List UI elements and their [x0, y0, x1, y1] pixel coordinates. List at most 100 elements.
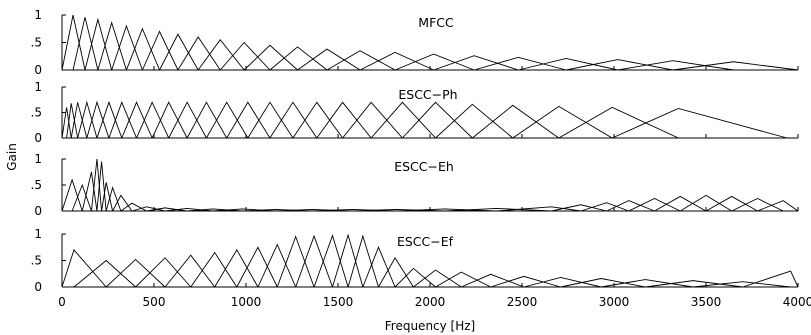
filter-triangle [72, 17, 99, 71]
filter-triangle [433, 55, 519, 71]
filter-triangle [159, 33, 199, 71]
panel-4: 0 .5 1 ESCC−Ef [31, 227, 799, 294]
filter-triangle [276, 235, 315, 288]
filter-triangle [472, 104, 560, 139]
y-tick-label: 1 [34, 152, 42, 166]
x-tick-label: 2500 [507, 295, 538, 309]
filter-triangle [396, 208, 497, 212]
x-tick-label: 0 [58, 295, 66, 309]
filter-triangle [394, 53, 475, 71]
filter-triangle [257, 243, 297, 288]
filter-triangle [111, 24, 143, 71]
filter-triangle [105, 258, 166, 288]
filter-triangle [402, 101, 473, 139]
filter-triangle [316, 101, 372, 139]
filter-triangle [394, 267, 436, 288]
filter-triangle [97, 21, 127, 71]
filter-triangle [444, 207, 552, 212]
filter-triangle [219, 41, 271, 71]
y-tick-label: 1 [34, 80, 42, 94]
filter-triangle [135, 257, 192, 288]
x-tick-label: 1500 [323, 295, 354, 309]
filter-triangle [71, 183, 92, 212]
filter-triangle [435, 103, 514, 139]
filter-triangle [269, 101, 318, 139]
filter-triangle [326, 50, 396, 71]
filter-triangle [461, 273, 525, 288]
filter-triangle [164, 207, 213, 212]
filter-triangle [680, 194, 732, 212]
filter-triangle [186, 101, 228, 139]
filter-triangle [523, 276, 602, 288]
panel-title: MFCC [418, 15, 454, 30]
filter-triangle [566, 59, 673, 71]
y-tick-label: .5 [31, 254, 42, 268]
filter-triangle [73, 259, 136, 288]
panel-3: 0 .5 1 ESCC−Eh [31, 152, 799, 218]
x-tick-label: 3000 [599, 295, 630, 309]
filter-triangle [146, 207, 188, 212]
filter-triangle [742, 270, 799, 288]
x-tick-label: 1000 [231, 295, 262, 309]
filter-triangle [90, 158, 103, 212]
filter-triangle [141, 30, 179, 71]
filter-triangle [177, 36, 221, 71]
panel-title: ESCC−Ph [398, 87, 457, 102]
filter-triangle [342, 101, 403, 139]
filter-triangle [693, 281, 791, 288]
filter-triangle [672, 61, 799, 71]
filter-triangle [731, 198, 784, 212]
filter-triangle [558, 106, 679, 139]
filter-triangle [269, 46, 328, 71]
filter-triangle [247, 101, 294, 139]
filter-triangle [81, 171, 98, 212]
filter-triangle [61, 107, 72, 139]
y-tick-label: 0 [34, 63, 42, 77]
filter-triangle [496, 206, 581, 212]
filter-triangle [295, 234, 333, 288]
filter-triangle [243, 44, 298, 71]
filter-triangle [70, 102, 88, 139]
panel-1: 0 .5 1 MFCC [31, 8, 799, 77]
filter-triangle [413, 269, 462, 288]
filter-triangle [61, 178, 83, 212]
filter-triangle [105, 186, 122, 212]
filter-triangle [332, 233, 364, 288]
filter-triangle [518, 57, 618, 71]
filter-triangle [96, 161, 107, 212]
x-tick-label: 4000 [783, 295, 811, 309]
filter-triangle [490, 275, 561, 288]
filter-triangle [84, 17, 113, 71]
filter-triangle [551, 204, 607, 212]
y-tick-label: .5 [31, 106, 42, 120]
filter-triangle [352, 208, 445, 212]
y-tick-label: 1 [34, 8, 42, 22]
filter-triangle [187, 208, 243, 212]
filter-triangle [362, 246, 396, 288]
panels-group: 0 .5 1 MFCC 0 .5 1 ESCC−Ph 0 .5 1 ESCC−Eh 0 .5 1 ESCC−E… [31, 8, 799, 294]
filter-triangle [560, 278, 646, 288]
filter-triangle [66, 103, 79, 139]
filter-triangle [645, 280, 743, 288]
filter-triangle [61, 14, 86, 71]
filter-triangle [275, 208, 353, 212]
filter-triangle [197, 39, 245, 71]
filter-triangle [757, 200, 799, 212]
y-tick-label: .5 [31, 36, 42, 50]
filter-triangle [168, 101, 207, 139]
y-tick-label: .5 [31, 178, 42, 192]
x-tick-label: 2000 [415, 295, 446, 309]
filter-triangle [512, 105, 613, 139]
filter-triangle [120, 202, 147, 212]
filter-triangle [214, 249, 259, 288]
filter-triangle [242, 208, 313, 212]
panel-title: ESCC−Ef [397, 234, 454, 249]
filter-triangle [313, 234, 349, 288]
filter-triangle [347, 234, 379, 288]
filter-triangle [580, 202, 629, 212]
filter-triangle [297, 48, 361, 71]
filter-triangle [611, 107, 788, 139]
filter-triangle [654, 195, 707, 212]
filter-triangle [474, 56, 567, 71]
